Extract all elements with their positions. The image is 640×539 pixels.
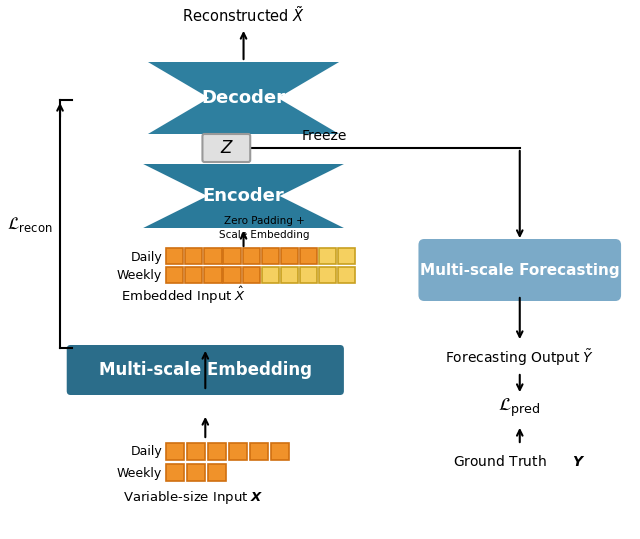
Bar [338, 267, 355, 283]
Text: Multi-scale Forecasting: Multi-scale Forecasting [420, 262, 620, 278]
Text: Ground Truth      $\boldsymbol{Y}$: Ground Truth $\boldsymbol{Y}$ [453, 454, 586, 469]
Bar [204, 267, 221, 283]
Text: Forecasting Output $\tilde{Y}$: Forecasting Output $\tilde{Y}$ [445, 348, 595, 368]
FancyBboxPatch shape [419, 239, 621, 301]
Bar [262, 267, 279, 283]
Bar [281, 248, 298, 264]
Bar [229, 443, 248, 460]
Bar [243, 267, 260, 283]
Text: Zero Padding +
Scale Embedding: Zero Padding + Scale Embedding [220, 216, 310, 240]
Bar [262, 248, 279, 264]
Polygon shape [143, 196, 344, 228]
Bar [187, 443, 205, 460]
FancyBboxPatch shape [67, 345, 344, 395]
Text: Variable-size Input $\boldsymbol{X}$: Variable-size Input $\boldsymbol{X}$ [123, 489, 263, 507]
Text: $\mathcal{L}_{\mathrm{pred}}$: $\mathcal{L}_{\mathrm{pred}}$ [499, 397, 541, 419]
Text: Freeze: Freeze [302, 129, 348, 143]
Text: Multi-scale Embedding: Multi-scale Embedding [99, 361, 312, 379]
Bar [208, 464, 227, 481]
Bar [208, 443, 227, 460]
Bar [187, 464, 205, 481]
Bar [319, 248, 336, 264]
Bar [243, 248, 260, 264]
Bar [271, 443, 289, 460]
Bar [204, 248, 221, 264]
Polygon shape [148, 98, 339, 134]
FancyBboxPatch shape [202, 134, 250, 162]
Bar [281, 267, 298, 283]
Bar [185, 248, 202, 264]
Bar [223, 267, 241, 283]
Text: $\mathcal{L}_{\mathrm{recon}}$: $\mathcal{L}_{\mathrm{recon}}$ [7, 215, 52, 233]
Polygon shape [143, 164, 344, 196]
Bar [300, 248, 317, 264]
Text: Z: Z [221, 139, 232, 157]
Text: Reconstructed $\tilde{X}$: Reconstructed $\tilde{X}$ [182, 5, 305, 25]
Bar [300, 267, 317, 283]
Bar [223, 248, 241, 264]
Bar [166, 464, 184, 481]
Bar [166, 248, 183, 264]
Text: Daily: Daily [131, 446, 163, 459]
Bar [166, 443, 184, 460]
Text: Weekly: Weekly [117, 466, 163, 480]
Text: Decoder: Decoder [202, 89, 285, 107]
Text: Encoder: Encoder [203, 187, 284, 205]
Text: Daily: Daily [131, 251, 163, 264]
Text: Embedded Input $\hat{X}$: Embedded Input $\hat{X}$ [121, 285, 246, 306]
Bar [338, 248, 355, 264]
Bar [250, 443, 268, 460]
Bar [166, 267, 183, 283]
Polygon shape [148, 62, 339, 98]
Bar [319, 267, 336, 283]
Text: Weekly: Weekly [117, 270, 163, 282]
Bar [185, 267, 202, 283]
